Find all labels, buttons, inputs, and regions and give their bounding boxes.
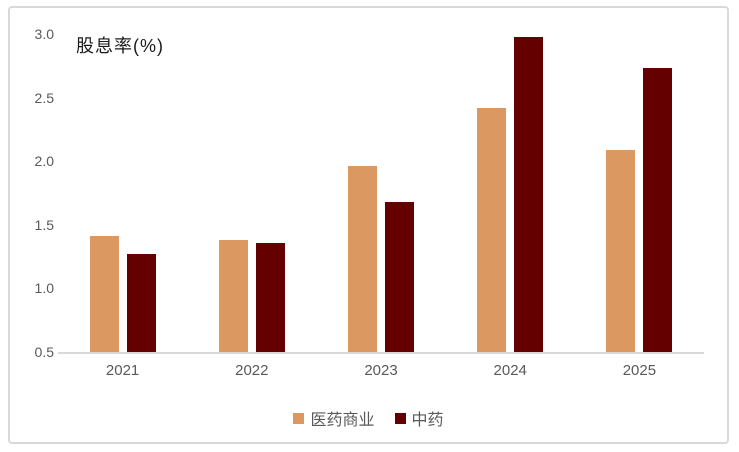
bar-tcm-2021 xyxy=(126,254,156,352)
bar-group-2021 xyxy=(58,34,187,352)
legend-swatch-icon xyxy=(394,412,406,424)
y-tick-label: 1.0 xyxy=(34,280,54,297)
x-axis-label-2024: 2024 xyxy=(493,362,527,379)
y-tick-label: 1.5 xyxy=(34,216,54,233)
x-axis-line xyxy=(58,352,704,354)
y-tick-label: 3.0 xyxy=(34,26,54,42)
y-tick-label: 0.5 xyxy=(34,344,54,360)
bar-group-2024 xyxy=(446,34,575,352)
x-axis-label-2025: 2025 xyxy=(622,362,657,379)
legend-swatch-icon xyxy=(293,412,305,424)
legend-label: 中药 xyxy=(411,412,444,429)
legend-label: 医药商业 xyxy=(310,412,375,429)
bar-pharma-commerce-2024 xyxy=(477,107,507,352)
y-axis: 0.5 1.0 1.5 2.0 2.5 3.0 xyxy=(10,8,54,442)
bar-tcm-2025 xyxy=(643,68,673,352)
x-axis: 2021 2022 2023 2024 2025 xyxy=(58,362,704,379)
bar-tcm-2024 xyxy=(514,36,544,352)
legend-item-tcm: 中药 xyxy=(394,406,444,430)
legend: 医药商业 中药 xyxy=(10,406,727,430)
bar-pharma-commerce-2021 xyxy=(89,236,119,352)
bar-pharma-commerce-2023 xyxy=(348,166,377,352)
plot-area xyxy=(58,34,704,352)
x-axis-label-2021: 2021 xyxy=(105,362,140,379)
y-tick-label: 2.5 xyxy=(34,89,54,106)
bar-group-2023 xyxy=(316,34,445,352)
x-axis-label-2023: 2023 xyxy=(364,362,398,379)
bar-pharma-commerce-2022 xyxy=(218,240,248,352)
bar-tcm-2023 xyxy=(385,201,414,352)
y-tick-label: 2.0 xyxy=(34,153,54,170)
bar-group-2022 xyxy=(187,34,316,352)
x-axis-label-2022: 2022 xyxy=(235,362,269,379)
chart-canvas: 股息率(%) 0.5 1.0 1.5 2.0 2.5 3.0 2021 2022 2023 20… xyxy=(8,6,729,444)
legend-item-pharma-commerce: 医药商业 xyxy=(293,406,375,430)
bar-pharma-commerce-2025 xyxy=(606,149,636,352)
bar-group-2025 xyxy=(575,34,704,352)
bar-tcm-2022 xyxy=(255,242,285,352)
chart-title: 股息率(%) xyxy=(76,36,164,56)
